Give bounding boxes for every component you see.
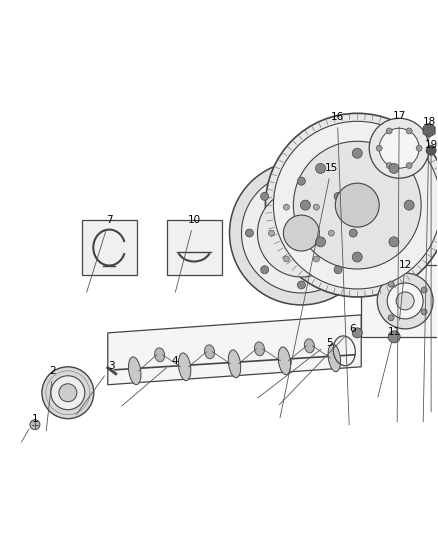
Text: 4: 4 [122,356,178,406]
Bar [166,220,222,275]
Circle shape [300,200,311,210]
Ellipse shape [278,347,291,375]
Circle shape [315,237,325,247]
Circle shape [386,163,392,168]
Circle shape [328,230,334,236]
Text: 17: 17 [392,111,406,422]
Circle shape [261,192,268,200]
Circle shape [241,173,361,293]
Circle shape [265,114,438,297]
Circle shape [379,128,419,168]
Circle shape [421,309,427,315]
Circle shape [404,200,414,210]
Circle shape [293,141,421,269]
Circle shape [258,189,345,277]
Circle shape [416,146,422,151]
Circle shape [261,266,268,274]
Ellipse shape [228,350,241,378]
Circle shape [352,328,362,338]
Circle shape [377,273,433,329]
Circle shape [30,419,40,430]
Circle shape [352,148,362,158]
Circle shape [268,230,275,236]
Circle shape [352,252,362,262]
Circle shape [283,215,319,251]
Polygon shape [108,315,361,385]
Circle shape [334,266,342,274]
Circle shape [406,163,412,168]
Circle shape [313,204,319,210]
Circle shape [313,256,319,262]
Circle shape [283,256,290,262]
Text: 14: 14 [0,532,1,533]
Circle shape [388,281,394,287]
Polygon shape [423,123,435,138]
Ellipse shape [178,353,191,381]
Text: 11: 11 [378,327,401,397]
Ellipse shape [128,357,141,385]
Text: 3: 3 [77,361,115,415]
Text: 5: 5 [258,338,332,398]
Text: 19: 19 [424,140,438,412]
Bar [82,220,137,275]
Text: 13: 13 [0,532,1,533]
Circle shape [388,331,400,343]
Circle shape [283,204,290,210]
Circle shape [386,128,392,134]
Text: 18: 18 [423,117,436,422]
Text: 2: 2 [46,366,56,431]
Circle shape [297,177,305,185]
Circle shape [59,384,77,402]
Text: 12: 12 [399,260,412,320]
Circle shape [396,292,414,310]
Bar [361,265,438,337]
Circle shape [297,281,305,289]
Circle shape [336,183,379,227]
Circle shape [406,128,412,134]
Circle shape [369,118,429,178]
Ellipse shape [304,339,314,353]
Text: 15: 15 [280,163,338,418]
Text: 1: 1 [21,414,38,442]
Circle shape [245,229,254,237]
Ellipse shape [254,342,265,356]
Circle shape [349,229,357,237]
Text: 7: 7 [87,215,113,292]
Circle shape [230,161,373,305]
Circle shape [273,122,438,289]
Text: 16: 16 [331,112,349,425]
Circle shape [388,315,394,321]
Text: 6: 6 [279,324,356,405]
Circle shape [315,164,325,173]
Ellipse shape [155,348,165,362]
Circle shape [376,146,382,151]
Circle shape [389,164,399,173]
Circle shape [42,367,94,419]
Text: 10: 10 [175,215,201,292]
Circle shape [421,287,427,293]
Circle shape [387,283,423,319]
Circle shape [51,376,85,410]
Circle shape [334,192,342,200]
Circle shape [389,237,399,247]
Circle shape [426,146,436,155]
Ellipse shape [205,345,215,359]
Ellipse shape [328,344,340,372]
